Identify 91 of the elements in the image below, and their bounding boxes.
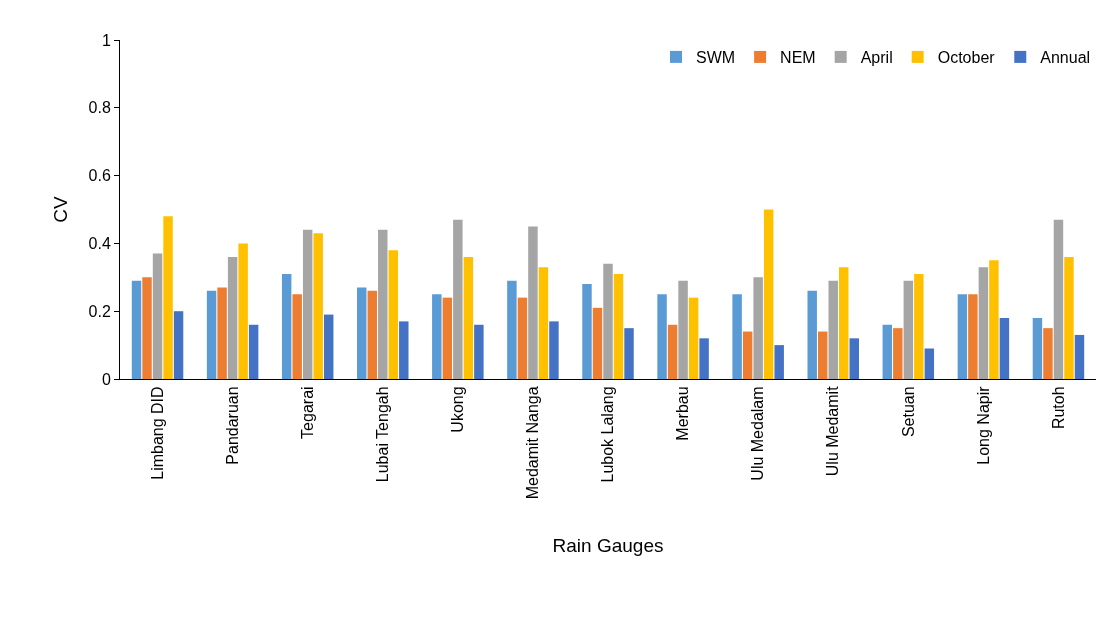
bar	[763, 209, 774, 379]
bar	[839, 267, 849, 379]
bar	[807, 290, 817, 379]
legend-label: Annual	[1040, 49, 1091, 67]
legend-label: April	[860, 49, 893, 67]
bar	[238, 243, 248, 379]
bar	[613, 273, 624, 379]
bar	[248, 324, 259, 379]
bar	[849, 338, 859, 379]
bar	[592, 307, 603, 379]
bar	[968, 294, 978, 379]
legend-label: SWM	[696, 49, 736, 67]
bar	[528, 226, 538, 379]
bar	[227, 256, 238, 379]
bar	[217, 287, 227, 379]
bar	[742, 331, 753, 379]
x-tick-label: Rutoh	[1049, 386, 1067, 430]
bar	[678, 280, 688, 379]
bar	[957, 294, 968, 379]
bar	[753, 277, 763, 379]
x-tick-label: Ulu Medamit	[824, 385, 842, 477]
bar	[152, 253, 163, 379]
bar	[313, 233, 323, 379]
bar	[1032, 317, 1043, 379]
x-tick-label: Limbang DID	[148, 386, 166, 480]
x-tick-label: Ukong	[449, 386, 467, 433]
bar	[924, 348, 935, 379]
bar	[657, 294, 667, 379]
bar	[131, 280, 142, 379]
y-tick-label: 0.8	[88, 99, 111, 117]
y-tick-label: 0	[101, 370, 111, 388]
bar	[442, 297, 453, 379]
x-tick-label: Medamit Nanga	[524, 386, 542, 500]
bar	[517, 297, 528, 379]
y-tick-label: 0.6	[88, 167, 111, 185]
bar	[989, 260, 999, 379]
bar	[388, 250, 399, 379]
y-tick-label: 0.2	[88, 302, 111, 320]
bar	[367, 290, 377, 379]
bar	[399, 321, 409, 379]
x-tick-label: Merbau	[674, 386, 692, 441]
bar	[453, 219, 463, 379]
bar	[142, 277, 152, 379]
bar	[1074, 334, 1085, 379]
bar	[163, 216, 173, 379]
bar	[357, 287, 367, 379]
bar	[828, 280, 838, 379]
bar	[774, 345, 784, 379]
bar	[914, 273, 924, 379]
bar	[624, 328, 634, 379]
bar	[667, 324, 678, 379]
bar	[206, 290, 217, 379]
bar	[323, 314, 334, 379]
bar	[378, 229, 388, 379]
x-tick-label: Tegarai	[298, 386, 316, 439]
legend-label: October	[937, 49, 996, 67]
x-tick-label: Lubai Tengah	[373, 386, 391, 483]
x-tick-label: Pandaruan	[223, 386, 241, 465]
bar	[173, 311, 184, 379]
y-axis-title: CV	[50, 195, 72, 223]
x-tick-label: Long Napir	[974, 385, 992, 465]
bar	[1043, 328, 1053, 379]
bar	[281, 273, 292, 379]
x-tick-label: Setuan	[899, 386, 917, 438]
bar	[893, 328, 903, 379]
bar	[549, 321, 559, 379]
bar	[538, 267, 549, 379]
bar	[1053, 219, 1064, 379]
bar	[999, 317, 1010, 379]
bar	[699, 338, 709, 379]
y-tick-label: 1	[101, 31, 111, 49]
bar	[292, 294, 302, 379]
bar	[432, 294, 442, 379]
bar	[903, 280, 914, 379]
x-tick-label: Ulu Medalam	[749, 386, 767, 481]
bar	[732, 294, 742, 379]
bar	[882, 324, 893, 379]
bar	[978, 267, 989, 379]
bar	[302, 229, 313, 379]
bar	[507, 280, 517, 379]
bar	[463, 256, 474, 379]
bar	[1064, 256, 1074, 379]
bar	[603, 263, 613, 379]
x-axis-title: Rain Gauges	[552, 535, 664, 557]
y-tick-label: 0.4	[88, 235, 111, 252]
legend-label: NEM	[780, 49, 816, 67]
bar	[474, 324, 484, 379]
bar	[688, 297, 699, 379]
x-tick-label: Lubok Lalang	[599, 386, 617, 483]
bar	[817, 331, 828, 379]
bar	[582, 284, 592, 379]
